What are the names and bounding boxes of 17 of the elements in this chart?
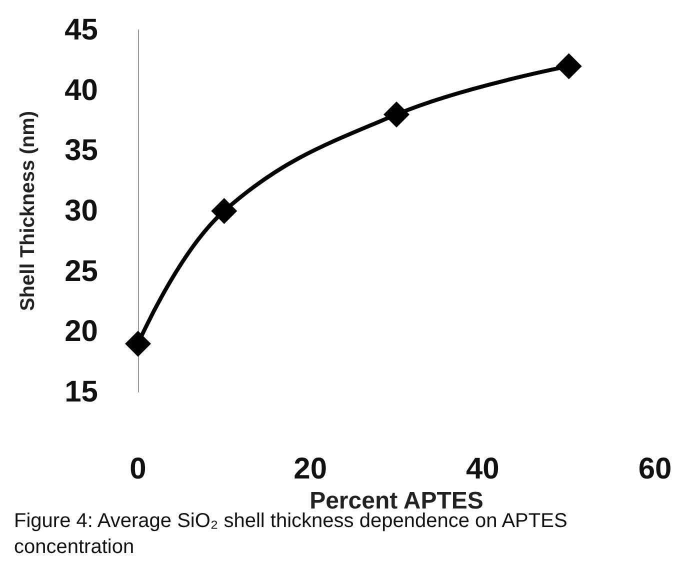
y-tick-label: 45 <box>64 14 98 46</box>
y-tick-label: 15 <box>64 376 98 408</box>
x-tick-label: 0 <box>130 452 146 486</box>
y-tick-label: 35 <box>64 134 98 168</box>
x-tick-label: 40 <box>466 452 500 486</box>
y-tick-label: 20 <box>64 315 98 348</box>
point <box>125 330 151 357</box>
x-tick-label: 60 <box>638 452 672 486</box>
y-tick-label: 25 <box>64 254 98 288</box>
y-tick-label: 40 <box>64 74 98 107</box>
y-axis-title: Shell Thickness (nm) <box>17 110 39 312</box>
point <box>211 198 238 224</box>
x-tick-label: 20 <box>294 452 328 486</box>
y-tick-label: 30 <box>64 194 98 228</box>
point <box>556 53 582 80</box>
caption: Figure 4: Average SiO₂ shell thickness dependence on APTES concentration <box>14 510 573 558</box>
point <box>384 101 410 128</box>
